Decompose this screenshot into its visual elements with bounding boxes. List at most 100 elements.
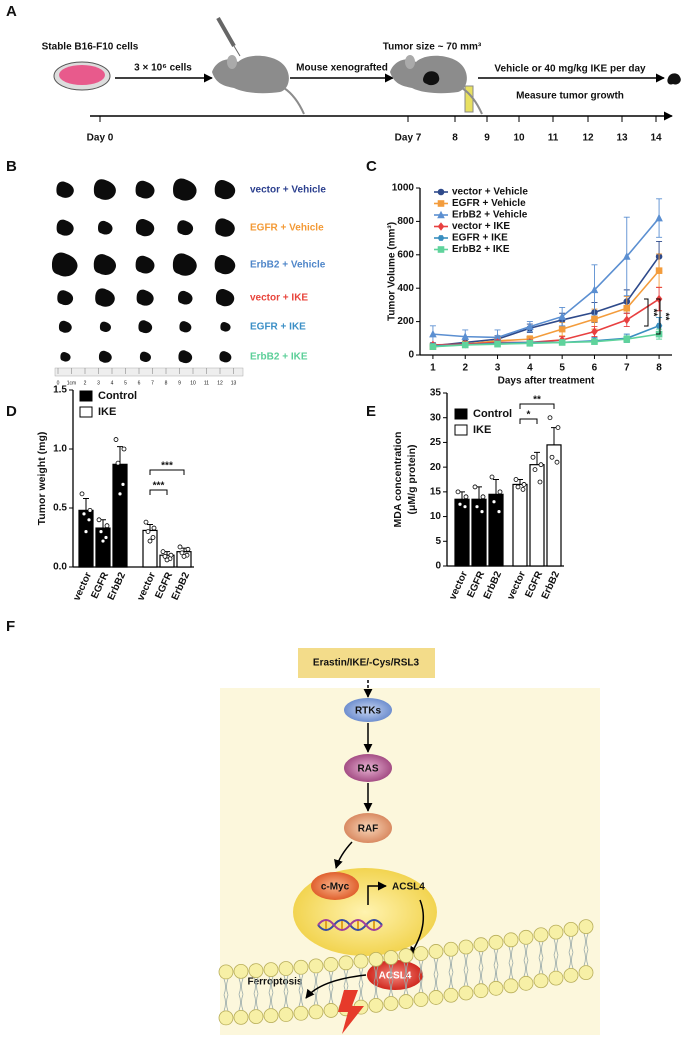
marker (590, 285, 599, 294)
y-tick-label: 1000 (392, 183, 415, 194)
lipid-head (278, 961, 294, 976)
data-point (489, 474, 495, 480)
lipid-tail (238, 978, 244, 1011)
group-label: vector + IKE (250, 293, 308, 304)
data-point (474, 504, 480, 510)
lipid-head (578, 965, 594, 981)
bracket (519, 418, 538, 424)
lipid-head (413, 992, 429, 1007)
data-point (496, 509, 502, 515)
gene-label: ACSL4 (392, 882, 425, 893)
y-tick-label: 800 (397, 216, 414, 227)
marker (591, 315, 598, 323)
node (344, 813, 392, 843)
lipid-head (503, 978, 519, 994)
measure-label: Measure tumor growth (516, 91, 624, 102)
lipid-head (518, 975, 534, 991)
mouse-ear (227, 55, 237, 69)
lipid-head (533, 973, 549, 989)
marker (558, 312, 566, 320)
error-bar (493, 479, 499, 495)
marker (429, 343, 437, 350)
ruler-label: 6 (138, 380, 141, 386)
x-tick-label: 1 (430, 363, 436, 374)
marker (526, 340, 534, 347)
data-point (177, 544, 183, 550)
x-tick-label: vector (447, 570, 470, 602)
data-point (462, 504, 468, 510)
legend-label: ErbB2 + IKE (452, 244, 510, 255)
y-tick-label: 0.0 (53, 562, 67, 573)
y-tick-label: 10 (430, 511, 442, 522)
legend-label: vector + IKE (452, 221, 510, 232)
error-bar (147, 524, 153, 531)
lipid-tail (388, 964, 394, 997)
data-point (115, 460, 121, 466)
lipid-head (398, 948, 414, 963)
tumor (214, 254, 236, 275)
timeline-label: Day 7 (395, 133, 422, 144)
data-point (179, 550, 185, 556)
lipid-tail (583, 933, 589, 966)
tumor (60, 352, 71, 362)
data-point (513, 477, 519, 482)
node (367, 960, 423, 990)
lipid-head (383, 996, 399, 1011)
y-tick-label: 15 (430, 486, 442, 497)
lipid-head (218, 1010, 234, 1026)
tumor (214, 179, 236, 200)
node (344, 754, 392, 782)
data-point (96, 517, 102, 523)
error-bar (83, 498, 89, 511)
tumor (93, 179, 116, 200)
annotation: * (527, 410, 531, 421)
lipid-tail (508, 946, 514, 979)
marker (494, 340, 501, 348)
marker (623, 304, 631, 312)
data-point (455, 489, 461, 495)
x-tick-label: vector (71, 571, 94, 603)
data-point (164, 557, 170, 563)
tumor (215, 218, 235, 237)
x-tick-label: 4 (527, 363, 533, 374)
y-tick-label: 1.5 (53, 385, 67, 396)
data-point (530, 454, 536, 460)
lipid-head (323, 957, 339, 972)
bracket (149, 489, 168, 495)
lipid-head (533, 927, 549, 943)
marker (558, 325, 566, 333)
drug-label: Erastin/IKE/-Cys/RSL3 (313, 658, 420, 669)
ruler-label: 2 (84, 380, 87, 386)
tumor (172, 253, 197, 276)
lipid-head (443, 941, 459, 957)
bar (488, 493, 504, 567)
tumor (136, 289, 154, 306)
data-point (104, 523, 110, 529)
tumor (219, 351, 232, 363)
tumor (177, 220, 194, 236)
bar (78, 509, 94, 568)
ruler-label: 7 (151, 380, 154, 386)
x-tick-label: 7 (624, 363, 630, 374)
y-tick-label: 600 (397, 249, 414, 260)
tumor (56, 219, 74, 236)
data-point (145, 529, 151, 534)
annotation: *** (161, 461, 173, 472)
ruler-label: 11 (204, 380, 209, 386)
ruler-label: 12 (217, 380, 223, 386)
lipid-tail (448, 956, 454, 989)
data-point (81, 511, 87, 517)
tumor (135, 219, 155, 237)
marker (461, 341, 469, 349)
timeline-label: 12 (582, 133, 594, 144)
lipid-head (473, 937, 489, 953)
lipid-head (578, 919, 594, 935)
data-point (86, 517, 92, 523)
y-axis-label: (μM/g protein) (406, 445, 418, 515)
lipid-head (323, 1003, 339, 1018)
lipid-tail (283, 975, 289, 1008)
lipid-head (263, 962, 279, 978)
lipid-head (428, 990, 444, 1005)
annotation: *** (153, 481, 165, 492)
marker (655, 267, 663, 274)
